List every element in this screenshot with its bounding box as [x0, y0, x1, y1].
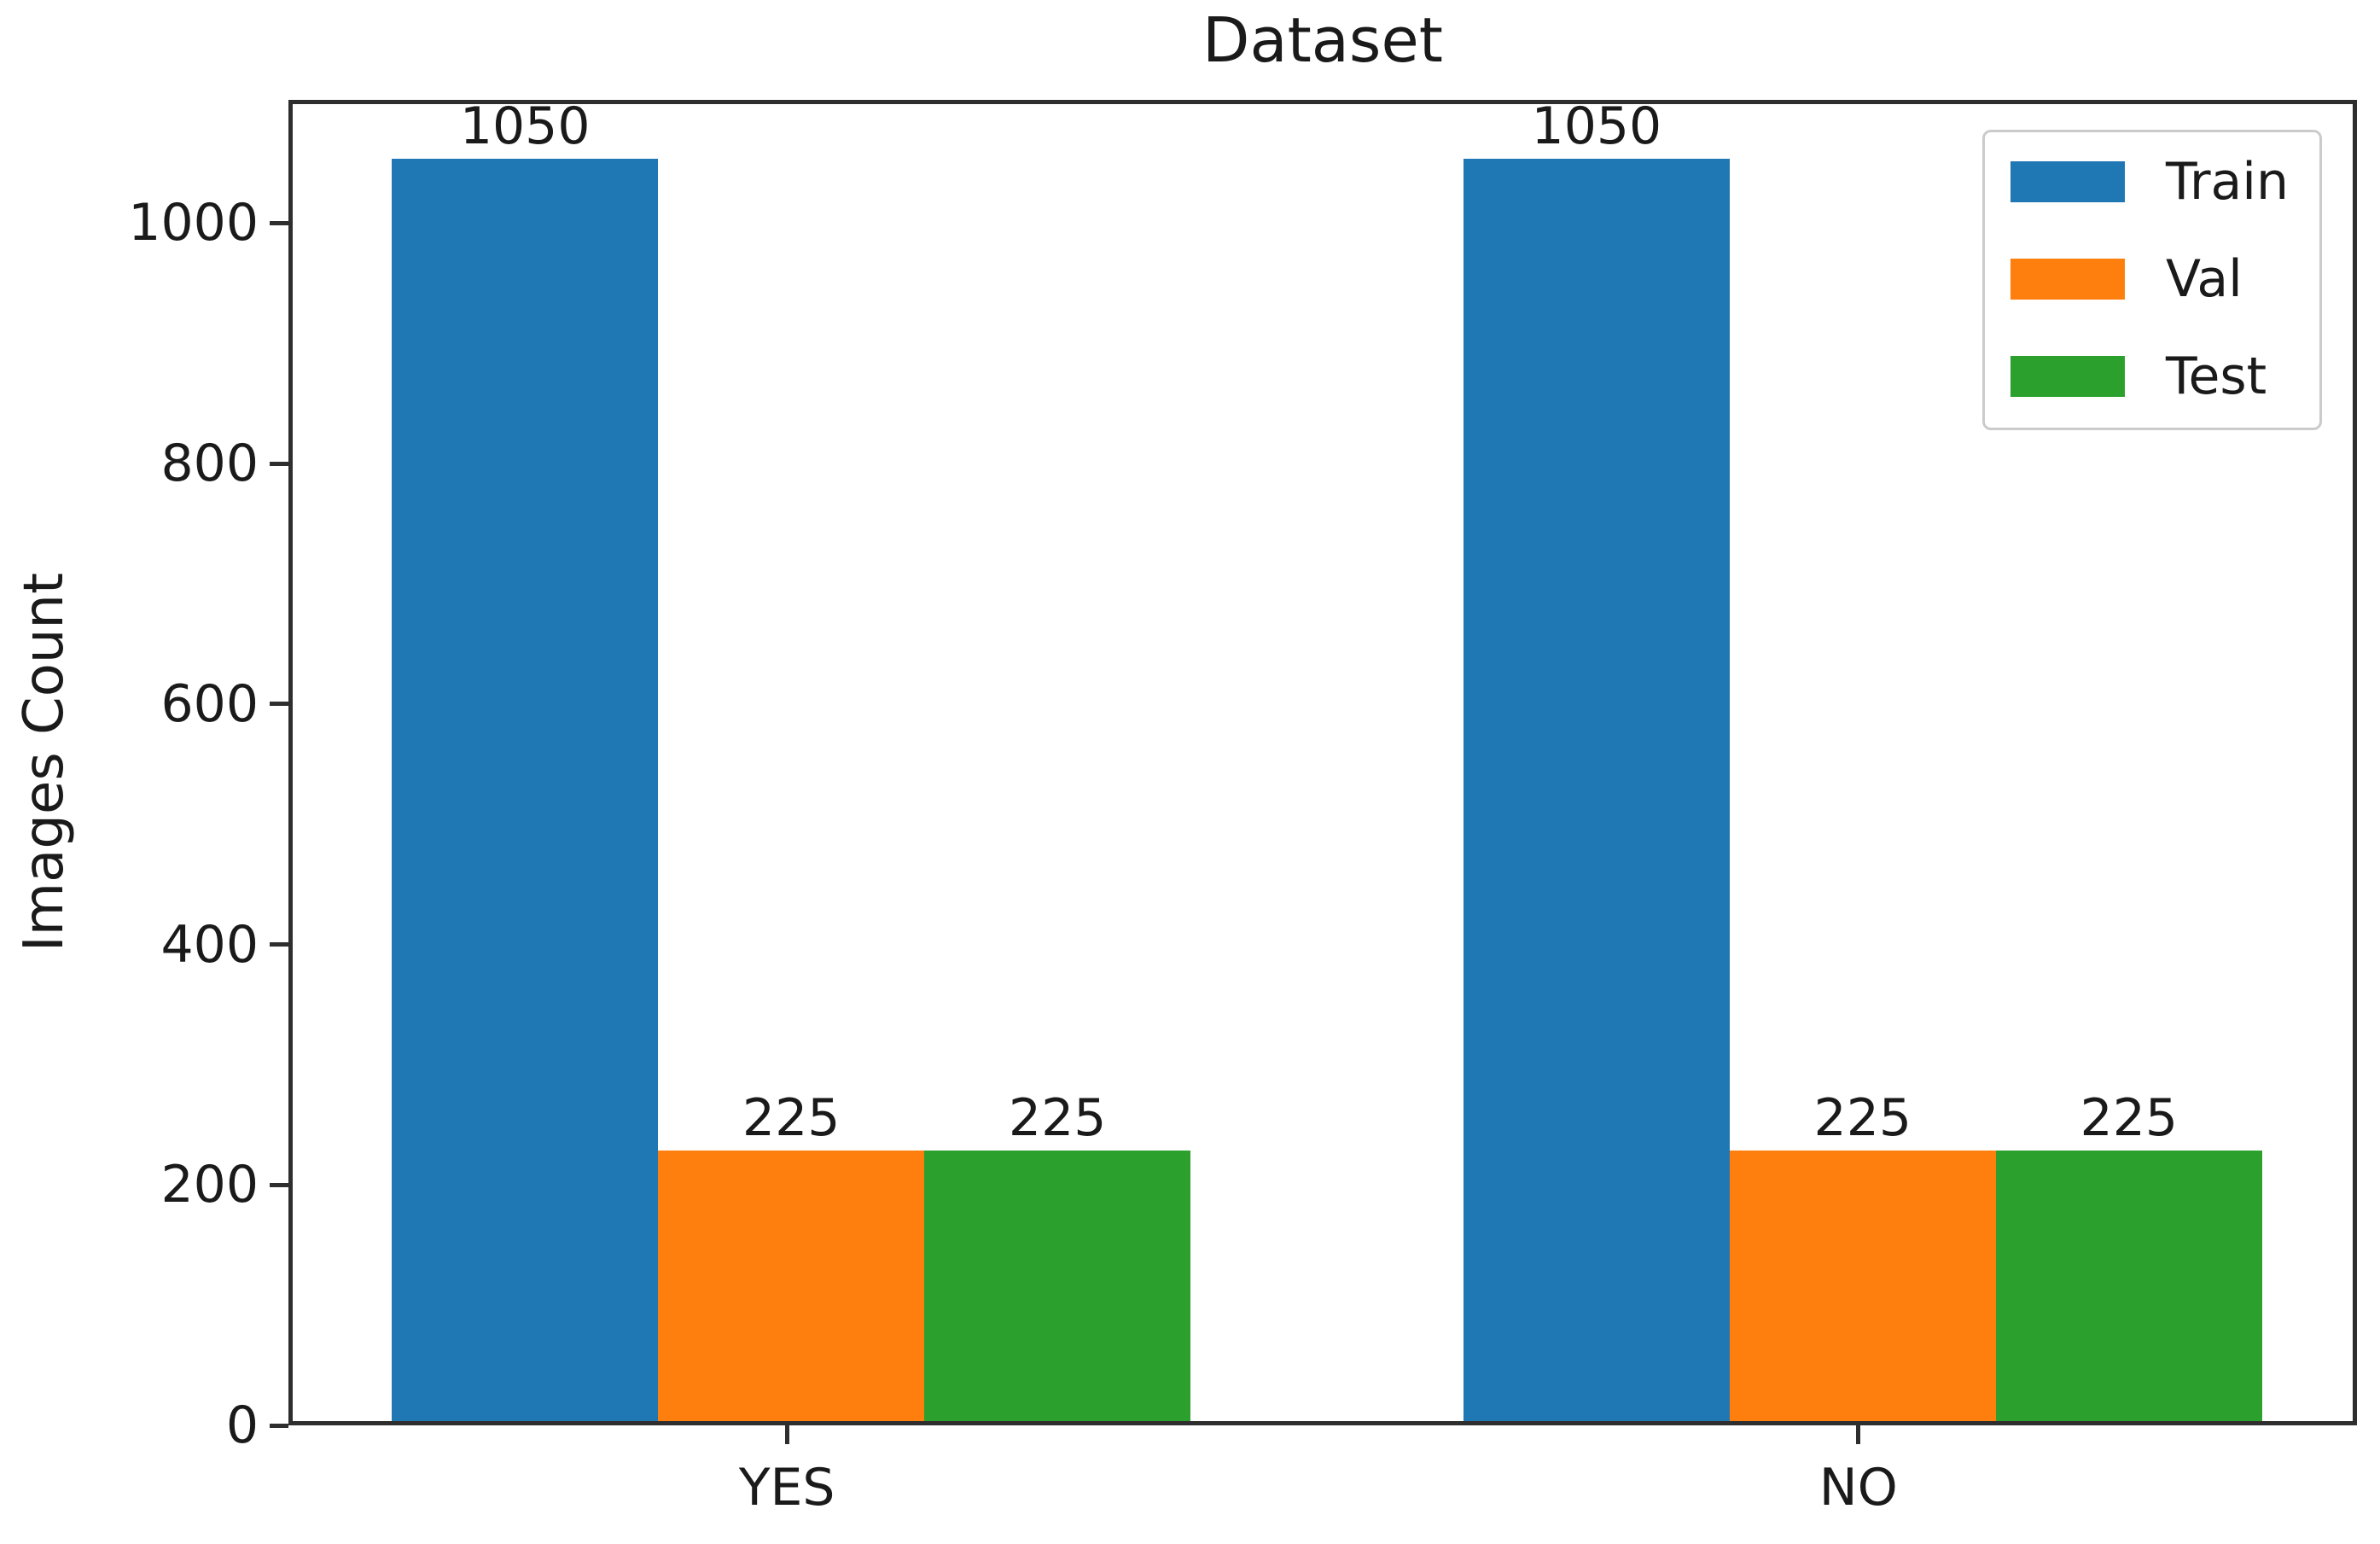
bar-val-yes: 225	[658, 1092, 925, 1421]
bar-train-no: 1050	[1463, 101, 1730, 1421]
bar-test-yes: 225	[924, 1092, 1191, 1421]
y-tick-label-800: 800	[160, 434, 259, 494]
legend-item-val: Val	[2010, 253, 2289, 305]
legend-swatch-val	[2010, 259, 2126, 300]
legend-swatch-train	[2010, 161, 2126, 202]
y-tick-200	[270, 1182, 288, 1187]
y-tick-label-400: 400	[160, 914, 259, 975]
y-tick-1000	[270, 220, 288, 225]
y-tick-label-600: 600	[160, 673, 259, 734]
plot-area: 1050 225 225 1050 225 225 Train Val Test	[288, 100, 2357, 1425]
x-tick-no	[1856, 1425, 1861, 1444]
y-tick-800	[270, 461, 288, 466]
y-tick-label-0: 0	[225, 1395, 259, 1455]
y-tick-0	[270, 1423, 288, 1428]
legend-item-train: Train	[2010, 156, 2289, 207]
legend-label-val: Val	[2166, 249, 2243, 309]
x-tick-yes	[784, 1425, 789, 1444]
y-tick-400	[270, 942, 288, 947]
bar-train-yes: 1050	[392, 101, 659, 1421]
y-tick-600	[270, 702, 288, 707]
y-axis-label: Images Count	[13, 572, 76, 953]
chart-title: Dataset	[1202, 4, 1443, 76]
legend: Train Val Test	[1982, 130, 2322, 430]
bar-value-label: 225	[742, 1088, 841, 1149]
legend-swatch-test	[2010, 356, 2126, 397]
bar-value-label: 225	[1008, 1088, 1107, 1149]
legend-label-train: Train	[2166, 152, 2289, 212]
y-tick-label-200: 200	[160, 1155, 259, 1215]
bar-value-label: 225	[2080, 1088, 2179, 1149]
bar-value-label: 225	[1813, 1088, 1912, 1149]
x-tick-label-yes: YES	[738, 1458, 835, 1518]
x-tick-label-no: NO	[1818, 1458, 1898, 1518]
legend-label-test: Test	[2166, 347, 2267, 406]
bar-value-label: 1050	[1531, 96, 1662, 156]
bar-val-no: 225	[1729, 1092, 1996, 1421]
bar-test-no: 225	[1995, 1092, 2262, 1421]
bar-value-label: 1050	[459, 96, 591, 156]
legend-item-test: Test	[2010, 351, 2289, 402]
y-tick-label-1000: 1000	[128, 193, 259, 253]
